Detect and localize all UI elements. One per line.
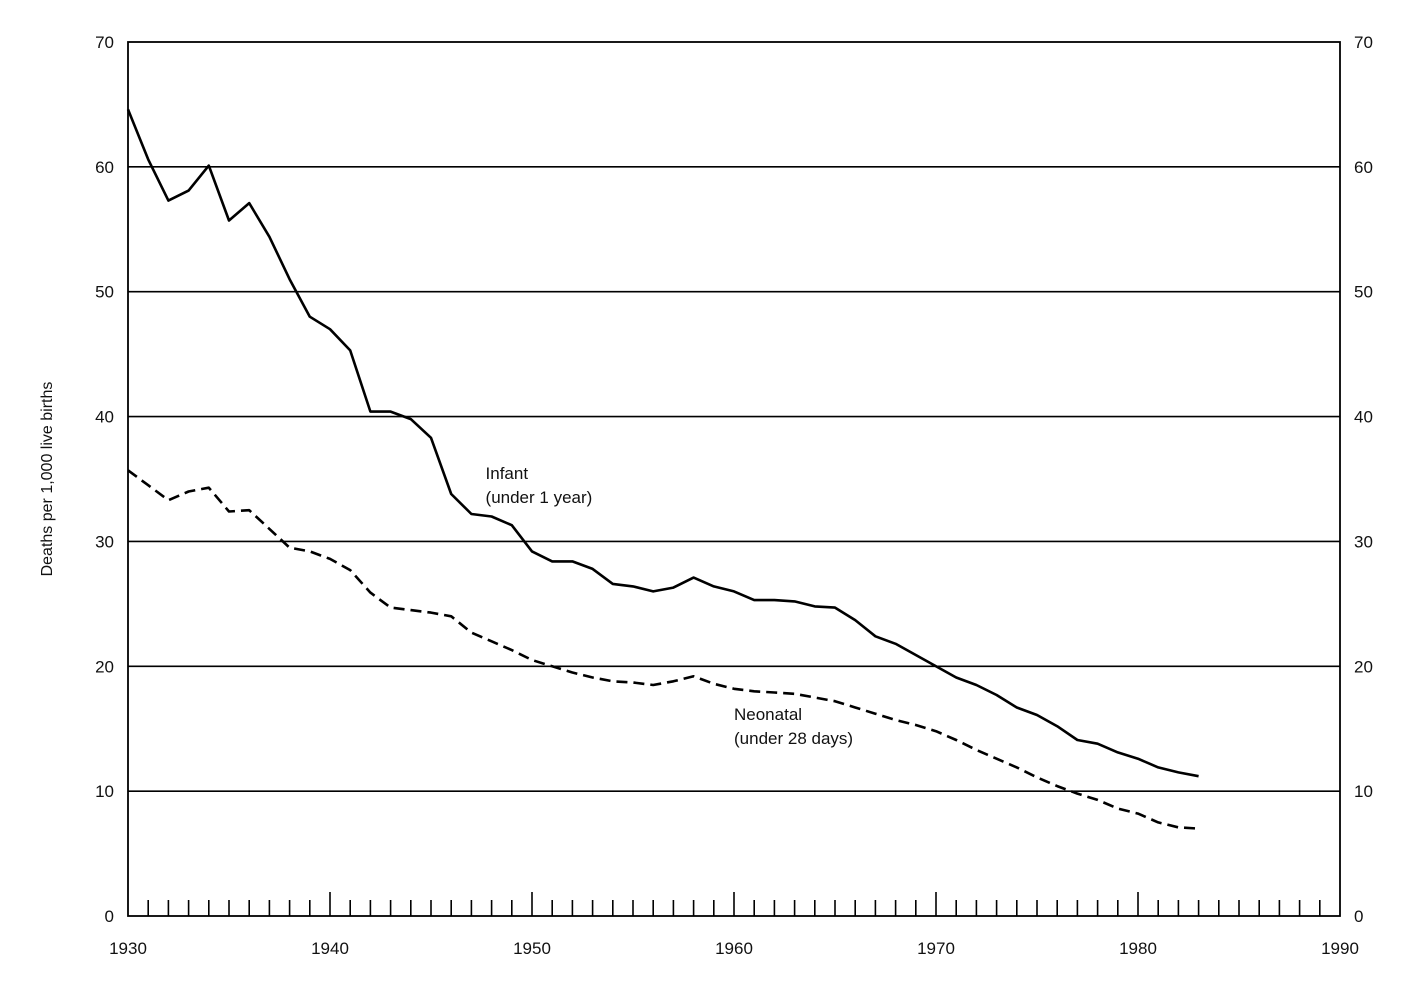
y-tick-label-left-30: 30: [95, 532, 114, 551]
x-tick-label-1930: 1930: [109, 939, 147, 958]
y-axis-left: 0 10 20 30 40 50 60 70: [95, 33, 114, 926]
x-tick-label-1970: 1970: [917, 939, 955, 958]
y-tick-label-left-20: 20: [95, 657, 114, 676]
series-line-neonatal: [128, 470, 1199, 828]
y-tick-label-left-40: 40: [95, 408, 114, 427]
y-tick-label-right-50: 50: [1354, 283, 1373, 302]
x-tick-label-1960: 1960: [715, 939, 753, 958]
series-label-infant-line-1: Infant: [486, 464, 529, 483]
series-labels: Infant (under 1 year) Neonatal (under 28 da…: [486, 464, 854, 748]
y-tick-label-right-20: 20: [1354, 657, 1373, 676]
y-tick-label-right-70: 70: [1354, 33, 1373, 52]
series-label-neonatal-line-1: Neonatal: [734, 705, 802, 724]
y-tick-label-left-60: 60: [95, 158, 114, 177]
y-tick-label-left-50: 50: [95, 283, 114, 302]
plot-border: [128, 42, 1340, 916]
x-tick-label-1990: 1990: [1321, 939, 1359, 958]
x-axis: 1930 1940 1950 1960 1970 1980 1990: [109, 892, 1359, 958]
x-tick-label-1940: 1940: [311, 939, 349, 958]
y-axis-right: 0 10 20 30 40 50 60 70: [1354, 33, 1373, 926]
series-label-infant-line-2: (under 1 year): [486, 488, 593, 507]
grid-lines: [128, 167, 1340, 791]
y-tick-label-left-70: 70: [95, 33, 114, 52]
x-tick-label-1980: 1980: [1119, 939, 1157, 958]
y-tick-label-right-40: 40: [1354, 408, 1373, 427]
y-tick-label-left-10: 10: [95, 782, 114, 801]
y-axis-title: Deaths per 1,000 live births: [39, 382, 56, 577]
y-tick-label-right-60: 60: [1354, 158, 1373, 177]
y-tick-label-left-0: 0: [105, 907, 114, 926]
y-tick-label-right-10: 10: [1354, 782, 1373, 801]
plot-frame: [128, 42, 1340, 916]
y-tick-label-right-30: 30: [1354, 532, 1373, 551]
series-label-neonatal-line-2: (under 28 days): [734, 729, 853, 748]
series-lines: [128, 109, 1199, 828]
series-line-infant: [128, 109, 1199, 776]
y-tick-label-right-0: 0: [1354, 907, 1363, 926]
x-tick-label-1950: 1950: [513, 939, 551, 958]
